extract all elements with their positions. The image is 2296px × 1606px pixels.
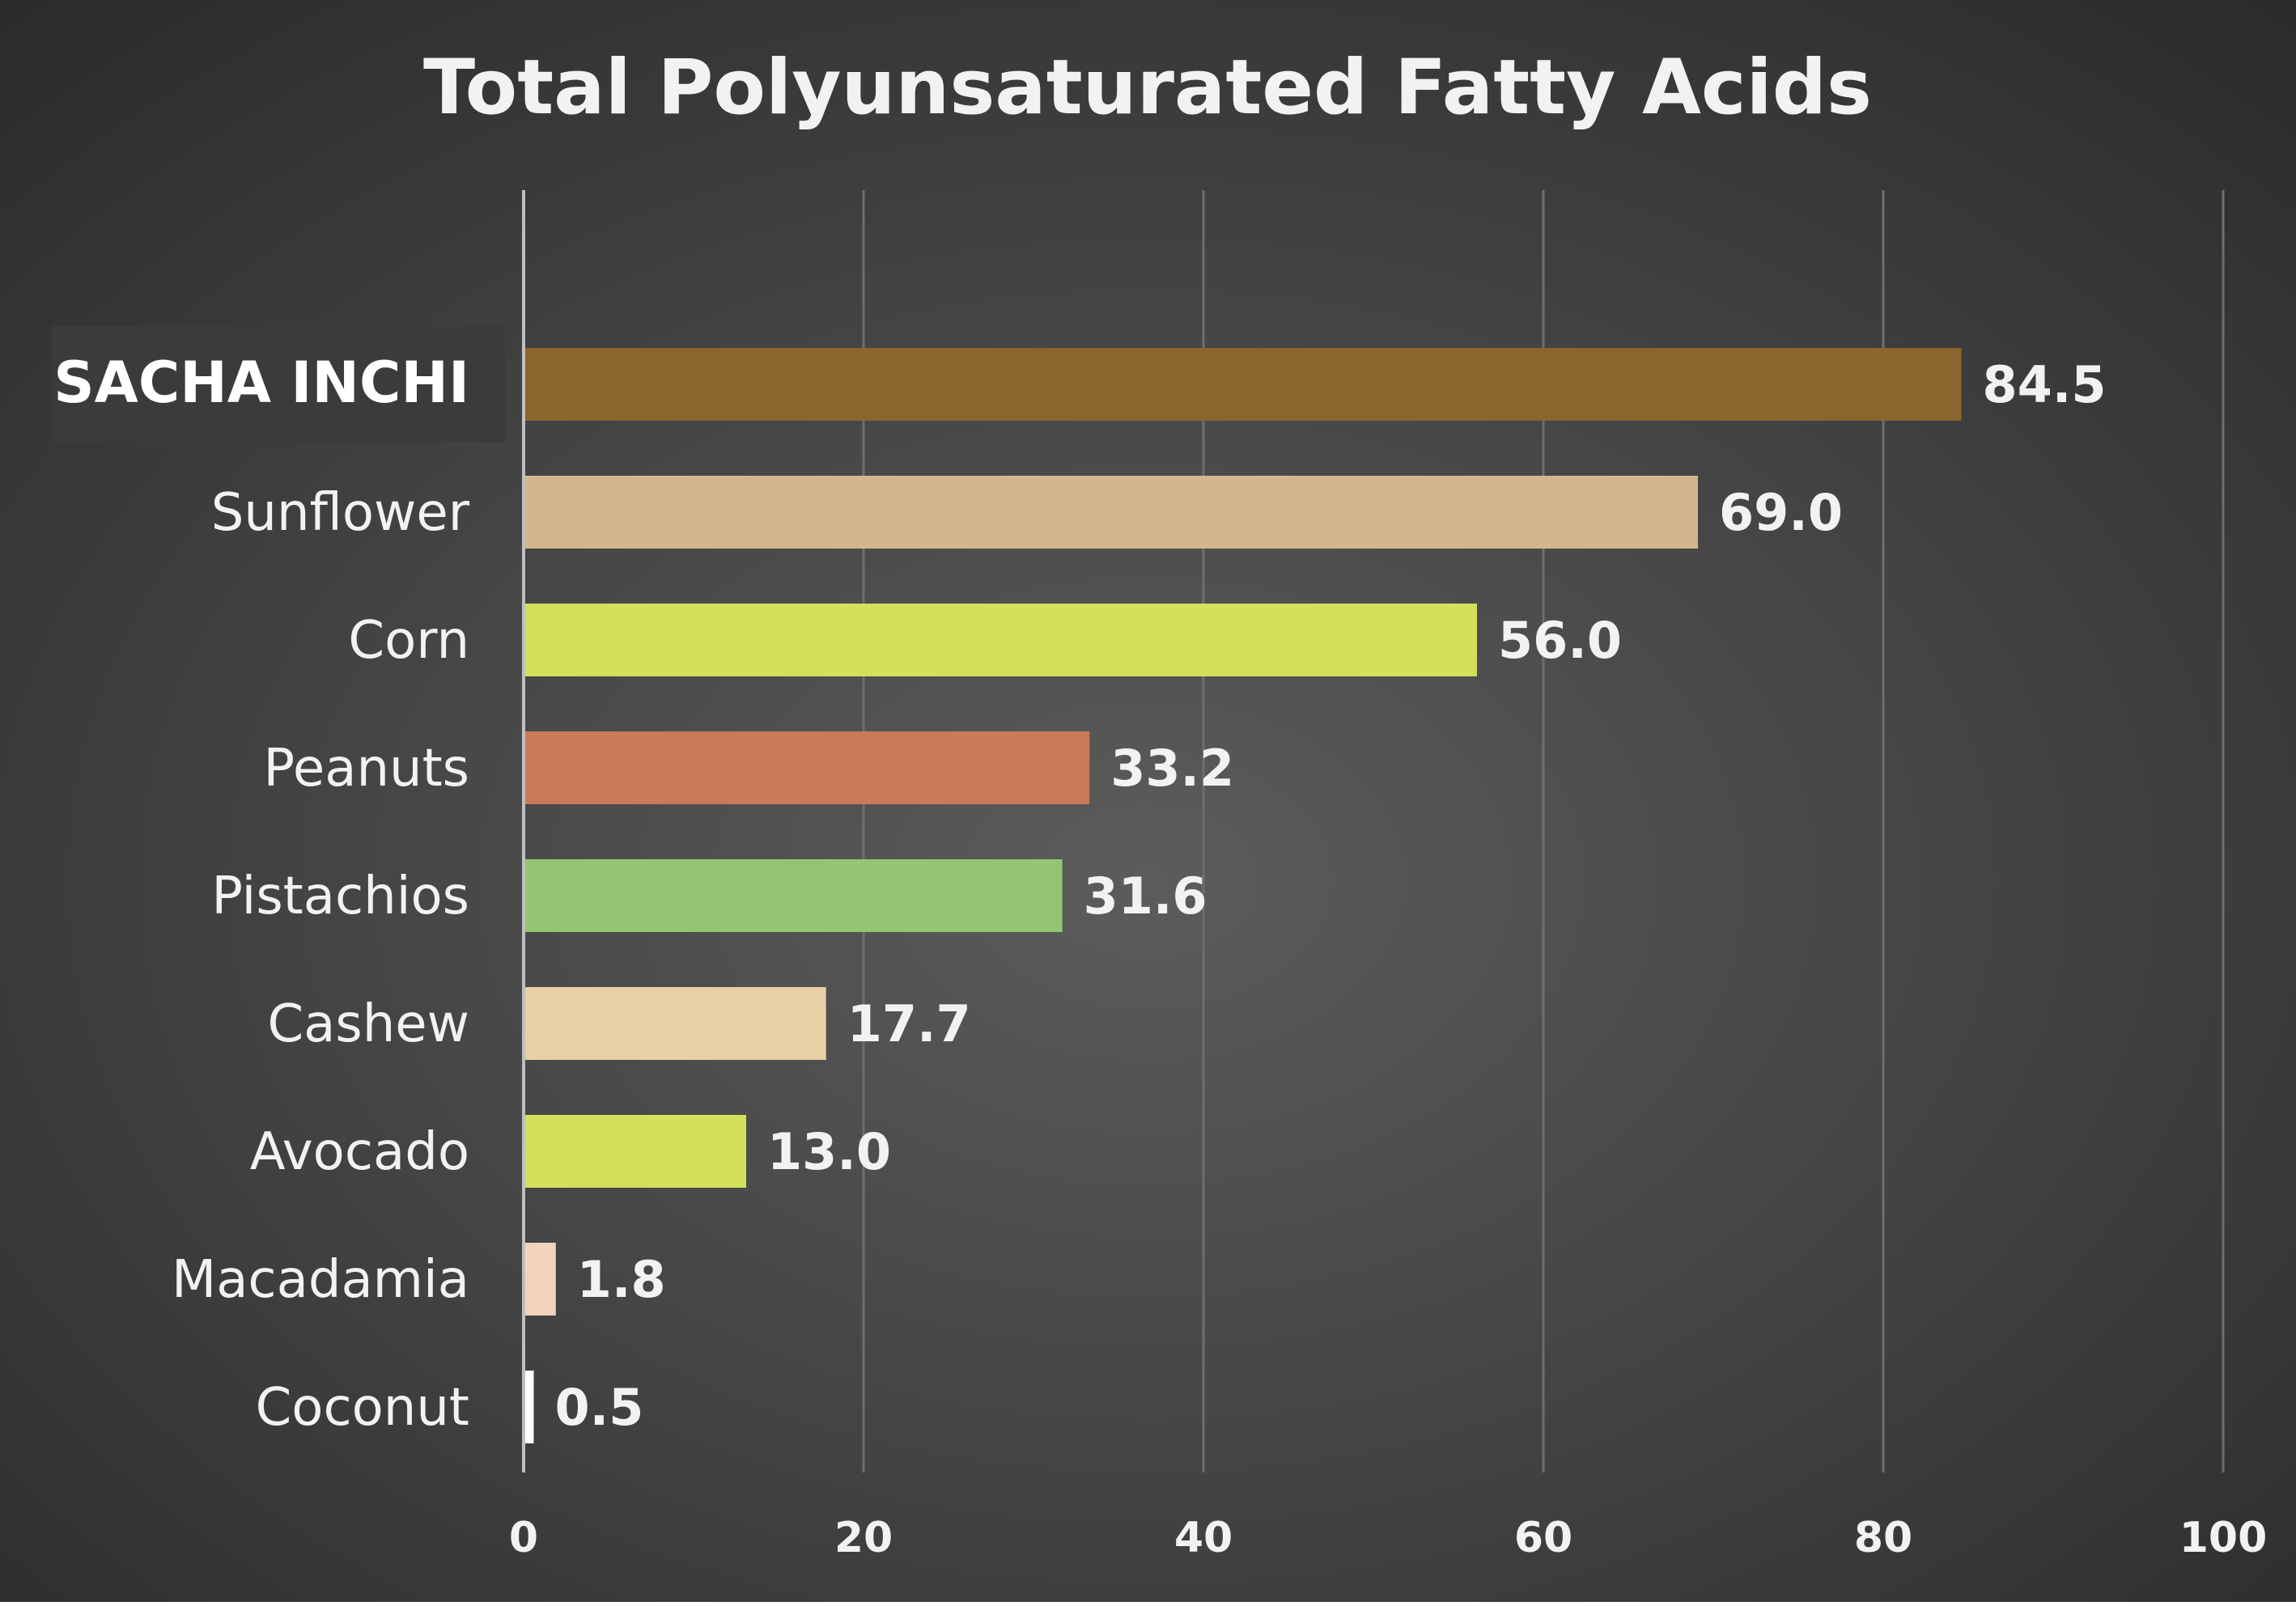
x-tick-label: 0 [509,1514,538,1562]
value-label: 69.0 [1719,483,1843,542]
category-label: SACHA INCHI [53,350,469,416]
value-label: 13.0 [767,1122,891,1181]
bar [525,1115,746,1188]
x-axis-ticks: 0 20 40 60 80 100 [509,1514,2267,1562]
value-label: 33.2 [1110,739,1234,798]
value-label: 84.5 [1983,355,2107,414]
bar [525,1243,556,1316]
bars [525,348,1962,1443]
value-label: 1.8 [577,1250,666,1309]
bar [525,476,1698,549]
bar [525,1371,534,1443]
x-tick-label: 20 [834,1514,893,1562]
value-label: 31.6 [1084,867,1207,926]
bar [525,987,826,1060]
bar [525,604,1477,676]
category-label: Sunflower [211,483,470,543]
value-label: 0.5 [555,1378,644,1437]
x-tick-label: 100 [2179,1514,2268,1562]
bar [525,859,1063,932]
bar [525,348,1962,421]
category-label: Corn [348,611,469,671]
category-label: Coconut [256,1378,469,1438]
highlight-box [52,326,505,443]
x-tick-label: 60 [1514,1514,1572,1562]
value-label: 17.7 [847,994,971,1053]
x-tick-label: 80 [1854,1514,1912,1562]
x-tick-label: 40 [1174,1514,1233,1562]
category-label: Peanuts [264,739,469,799]
category-label: Macadamia [172,1250,469,1310]
bar [525,731,1090,804]
chart-title: Total Polyunsaturated Fatty Acids [423,44,1872,132]
value-labels: 84.5 69.0 56.0 33.2 31.6 17.7 13.0 1.8 0.5 [555,355,2107,1437]
category-label: Avocado [250,1122,469,1182]
category-label: Pistachios [211,867,469,926]
category-label: Cashew [267,994,469,1054]
category-labels: SACHA INCHI Sunflower Corn Peanuts Pistachio… [52,326,505,1438]
value-label: 56.0 [1498,611,1622,670]
